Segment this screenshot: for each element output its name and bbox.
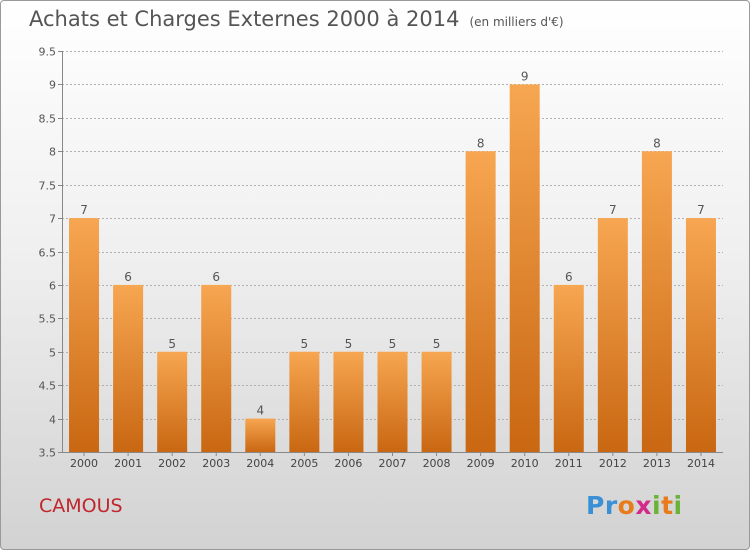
bar — [69, 218, 100, 452]
y-tick-label: 5.5 — [39, 313, 57, 326]
y-tick-label: 8.5 — [39, 113, 57, 126]
data-label: 6 — [212, 270, 220, 284]
bar — [289, 351, 320, 452]
x-tick-label: 2009 — [467, 457, 495, 470]
x-tick-labels: 2000 2001 2002 2003 2004 2005 2006 2007 2008 2009… — [70, 457, 715, 470]
bar — [553, 284, 584, 452]
x-tick-label: 2007 — [379, 457, 407, 470]
y-tick-labels: 3.5 4 4.5 5 5.5 6 6.5 7 7.5 8 8.5 9 9.5 — [39, 46, 57, 460]
y-tick-label: 6 — [49, 280, 56, 293]
axes — [58, 51, 723, 456]
bar — [421, 351, 452, 452]
data-label: 8 — [653, 136, 661, 150]
bar — [597, 218, 628, 452]
y-tick-label: 7 — [49, 213, 56, 226]
data-label: 5 — [389, 337, 397, 351]
x-tick-label: 2004 — [246, 457, 274, 470]
y-tick-label: 7.5 — [39, 180, 57, 193]
x-tick-label: 2000 — [70, 457, 98, 470]
x-tick-label: 2012 — [599, 457, 627, 470]
bar — [245, 418, 276, 452]
bars — [69, 84, 716, 453]
x-tick-label: 2008 — [423, 457, 451, 470]
data-label: 5 — [168, 337, 176, 351]
y-tick-label: 9.5 — [39, 46, 57, 59]
data-label: 7 — [80, 203, 88, 217]
y-tick-label: 6.5 — [39, 247, 57, 260]
data-label: 5 — [433, 337, 441, 351]
y-tick-label: 5 — [49, 347, 56, 360]
data-label: 6 — [124, 270, 132, 284]
x-tick-label: 2011 — [555, 457, 583, 470]
bar — [465, 151, 496, 452]
data-label: 6 — [565, 270, 573, 284]
x-tick-label: 2014 — [687, 457, 715, 470]
x-tick-label: 2005 — [290, 457, 318, 470]
y-tick-label: 4 — [49, 414, 56, 427]
y-tick-label: 3.5 — [39, 447, 57, 460]
bar — [685, 218, 716, 452]
data-label: 5 — [345, 337, 353, 351]
x-tick-label: 2001 — [114, 457, 142, 470]
bar — [201, 284, 232, 452]
bar — [509, 84, 540, 453]
x-tick-label: 2006 — [334, 457, 362, 470]
y-tick-label: 4.5 — [39, 380, 57, 393]
chart-title-unit: (en milliers d'€) — [469, 15, 564, 29]
data-label: 9 — [521, 69, 529, 83]
y-tick-label: 9 — [49, 79, 56, 92]
x-tick-label: 2003 — [202, 457, 230, 470]
x-tick-label: 2002 — [158, 457, 186, 470]
y-tick-label: 8 — [49, 146, 56, 159]
data-label: 4 — [256, 404, 264, 418]
data-label: 5 — [301, 337, 309, 351]
bar — [377, 351, 408, 452]
x-tick-label: 2013 — [643, 457, 671, 470]
bar — [333, 351, 364, 452]
commune-name: CAMOUS — [39, 495, 123, 517]
data-label: 7 — [697, 203, 705, 217]
bar — [641, 151, 672, 452]
bar — [113, 284, 144, 452]
data-labels: 7 6 5 6 4 5 5 5 5 8 9 6 7 8 7 — [80, 69, 705, 417]
bar — [157, 351, 188, 452]
data-label: 8 — [477, 136, 485, 150]
chart-title: Achats et Charges Externes 2000 à 2014 (e… — [29, 7, 564, 31]
chart-title-main: Achats et Charges Externes 2000 à 2014 — [29, 7, 460, 31]
data-label: 7 — [609, 203, 617, 217]
proxiti-logo[interactable]: Proxiti — [586, 491, 683, 520]
x-tick-label: 2010 — [511, 457, 539, 470]
